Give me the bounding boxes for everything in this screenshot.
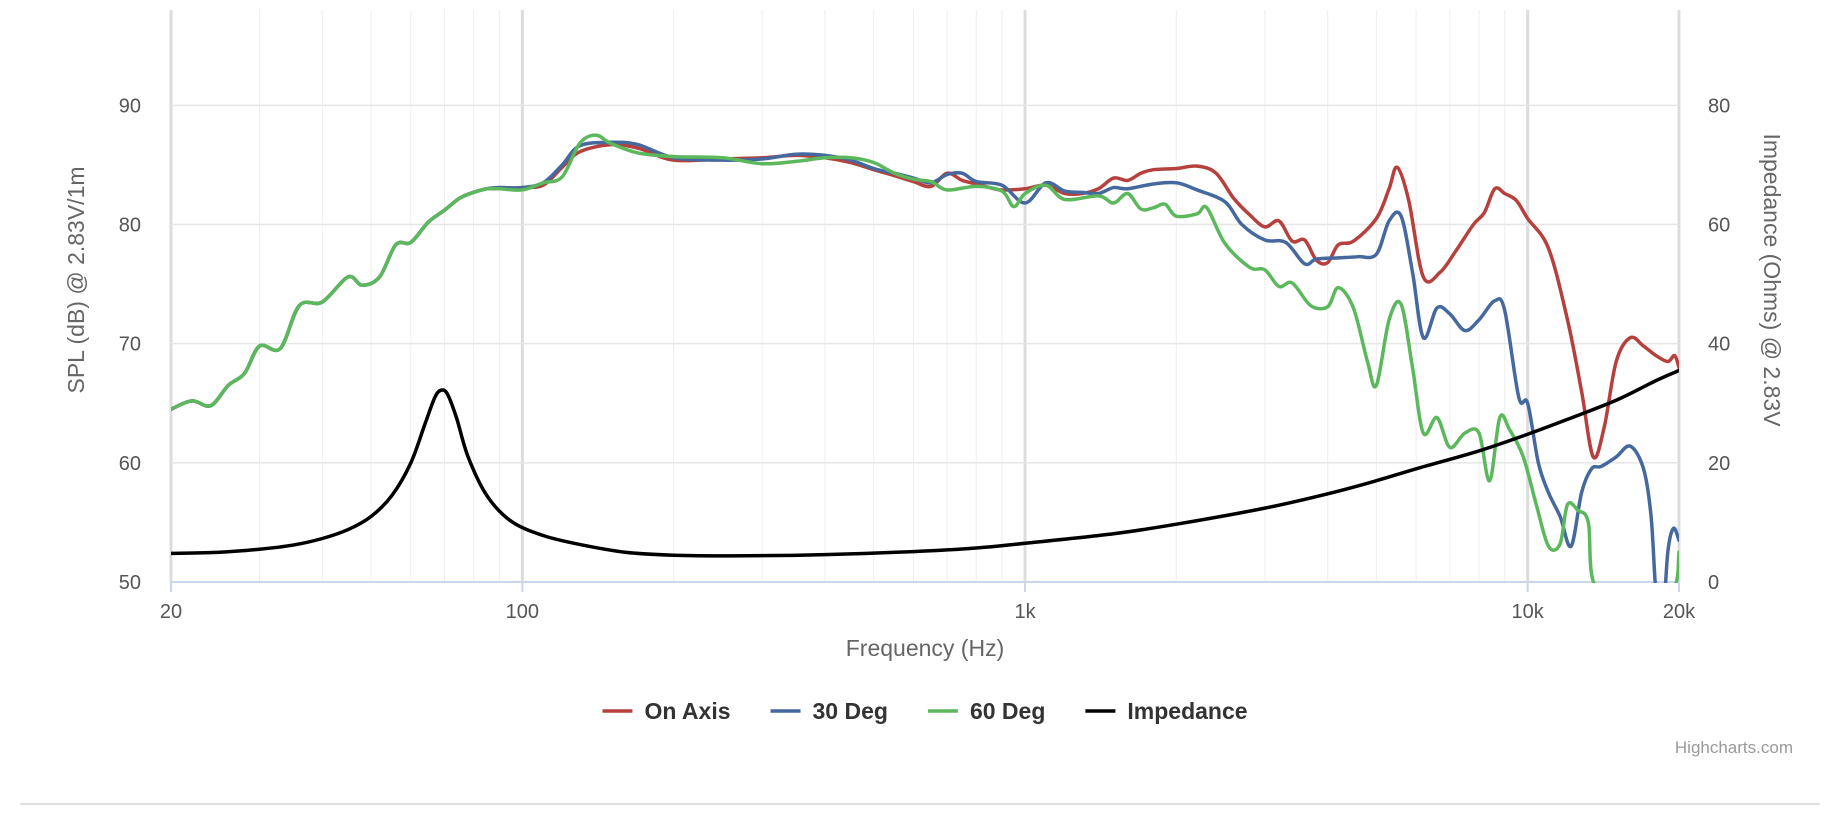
major-gridlines (169, 10, 1681, 582)
x-tick-label: 20 (160, 601, 182, 623)
y-tick-label: 60 (119, 453, 141, 475)
x-axis-tick-labels: 20 100 1k 10k 20k (160, 601, 1696, 623)
x-axis-title: Frequency (Hz) (846, 635, 1004, 661)
y-tick-label: 70 (119, 334, 141, 356)
legend: On Axis 30 Deg 60 Deg Impedance (602, 698, 1248, 724)
legend-item-impedance[interactable]: Impedance (1085, 698, 1248, 724)
y2-axis-tick-labels: 0 20 40 60 80 (1708, 95, 1730, 594)
y-tick-label: 90 (119, 95, 141, 117)
y-axis-title: SPL (dB) @ 2.83V/1m (63, 166, 89, 393)
legend-item-60-deg[interactable]: 60 Deg (927, 698, 1045, 724)
series-line-30-deg (171, 140, 1679, 583)
series-line-impedance (171, 368, 1679, 558)
series-line-on-axis (171, 142, 1679, 460)
y2-tick-label: 0 (1708, 572, 1719, 594)
series-line-60-deg (171, 133, 1679, 583)
x-tick-label: 20k (1663, 601, 1696, 623)
y-axis-tick-labels: 50 60 70 80 90 (119, 95, 141, 594)
x-tick-label: 100 (506, 601, 539, 623)
x-axis-ticks (170, 582, 1680, 592)
x-tick-label: 1k (1014, 601, 1036, 623)
x-tick-label: 10k (1512, 601, 1545, 623)
credits-link[interactable]: Highcharts.com (1675, 738, 1793, 757)
legend-item-30-deg[interactable]: 30 Deg (770, 698, 888, 724)
legend-label: 30 Deg (813, 698, 888, 724)
y2-tick-label: 40 (1708, 334, 1730, 356)
legend-label: On Axis (644, 698, 730, 724)
y-tick-label: 80 (119, 215, 141, 237)
legend-item-on-axis[interactable]: On Axis (602, 698, 731, 724)
y2-axis-title: Impedance (Ohms) @ 2.83V (1759, 133, 1785, 427)
y2-tick-label: 80 (1708, 95, 1730, 117)
legend-label: 60 Deg (970, 698, 1045, 724)
y2-tick-label: 20 (1708, 453, 1730, 475)
y-tick-label: 50 (119, 572, 141, 594)
y2-tick-label: 60 (1708, 215, 1730, 237)
series-layer (171, 133, 1679, 583)
legend-label: Impedance (1127, 698, 1247, 724)
